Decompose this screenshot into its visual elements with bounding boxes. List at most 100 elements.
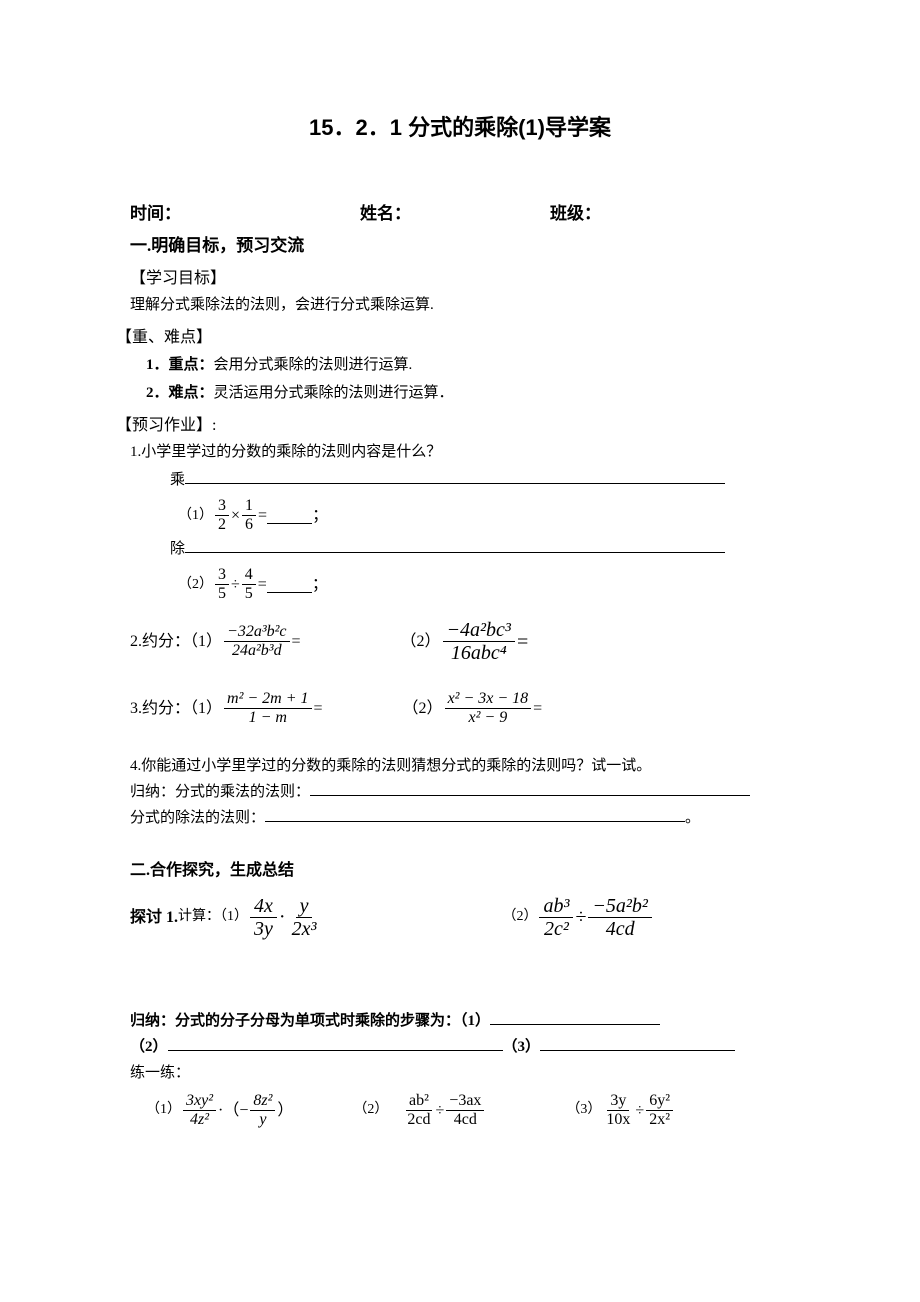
eq11-label: （1） [178,508,213,523]
num: x² − 3x − 18 [445,691,532,709]
q3-label: 3.约分：（1） [130,696,222,722]
eq: = [314,696,323,722]
q3-sub2: （2） [403,696,443,722]
den: 5 [215,585,229,602]
frac-3-2: 3 2 [215,498,229,533]
dot: · [279,901,286,933]
den: 2cd [404,1111,433,1128]
den: 3y [250,918,277,939]
div: ÷ [575,901,586,933]
fill-blank [168,1050,503,1051]
kp1-text: 会用分式乘除的法则进行运算. [214,357,413,373]
den: 2x³ [288,918,321,939]
t1-row: 探讨 1. 计算：（1） 4x 3y · y 2x³ （2） ab³ 2c² ÷… [130,896,790,939]
p1b-frac: 8z² y [250,1093,275,1128]
lp: （− [223,1098,248,1124]
p1a-frac: 3xy² 4z² [183,1093,216,1128]
q4-line3: 分式的除法的法则： 。 [130,806,790,830]
den: 5 [242,585,256,602]
num: 6y² [646,1093,673,1111]
num: 1 [242,498,256,516]
p3a-frac: 3y 10x [603,1093,633,1128]
eq: = [292,629,301,655]
fill-blank [490,1024,660,1025]
q2-label: 2.约分：（1） [130,629,222,655]
q2b-frac: −4a²bc³ 16abc⁴ [443,620,515,663]
eq-sign: = [258,507,267,525]
q4-l3-text: 分式的除法的法则： [130,810,265,826]
num: m² − 2m + 1 [224,691,312,709]
num: 3y [607,1093,629,1111]
den: 2c² [540,918,573,939]
num: ab³ [539,896,573,918]
time-label: 时间： [130,200,360,227]
num: −5a²b² [588,896,652,918]
num: −4a²bc³ [443,620,515,642]
num: 3xy² [183,1093,216,1111]
den: 6 [242,516,256,533]
den: 4z² [187,1111,212,1128]
den: 1 − m [246,709,290,726]
mul-blank [185,468,725,484]
fill-blank [265,821,685,822]
num: ab² [406,1093,432,1111]
ans-blank [267,507,312,524]
eq-1-1: （1） 3 2 × 1 6 =； [130,498,790,533]
frac-3-5: 3 5 [215,567,229,602]
den: x² − 9 [466,709,511,726]
num: 4x [250,896,277,918]
p1-label: （1） [146,1099,181,1121]
q4-l2-text: 归纳：分式的乘法的法则： [130,784,310,800]
q1-text: 1.小学里学过的分数的乘除的法则内容是什么？ [130,440,790,464]
g2a: （2） [130,1039,168,1055]
frac-1-6: 1 6 [242,498,256,533]
name-label: 姓名： [360,200,550,227]
div-row: 除 [130,537,790,561]
mul-row: 乘 [130,468,790,492]
kp2-text: 灵活运用分式乘除的法则进行运算． [214,385,454,401]
div: ÷ [635,1098,644,1124]
ans-blank [267,576,312,593]
semicolon: ； [312,576,328,594]
num: −32a³b²c [224,624,290,642]
p2b-frac: −3ax 4cd [446,1093,484,1128]
num: −3ax [446,1093,484,1111]
guide-line1: 归纳：分式的分子分母为单项式时乘除的步骤为：（1） [130,1009,790,1033]
op-mult: × [231,507,240,525]
eq: = [533,696,542,722]
keypoints-label: 【重、难点】 [116,325,790,351]
period: 。 [685,810,700,826]
g2b: （3） [503,1039,541,1055]
num: 8z² [250,1093,275,1111]
q2a-frac: −32a³b²c 24a²b³d [224,624,290,659]
prework-label: 【预习作业】: [116,413,790,439]
practice-row: （1） 3xy² 4z² · （− 8z² y ） （2） ab² 2cd ÷ … [130,1093,790,1128]
div: ÷ [436,1098,445,1124]
q4-line1: 4.你能通过小学里学过的分数的乘除的法则猜想分式的乘除的法则吗？试一试。 [130,754,790,778]
t1-sub2: （2） [502,906,537,928]
den: 10x [603,1111,633,1128]
p3-label: （3） [566,1099,601,1121]
eq-1-2: （2） 3 5 ÷ 4 5 =； [130,567,790,602]
guide-line2: （2） （3） [130,1035,790,1059]
eq12-label: （2） [178,577,213,592]
num: 4 [242,567,256,585]
q3-row: 3.约分：（1） m² − 2m + 1 1 − m = （2） x² − 3x… [130,691,790,726]
den: 2x² [646,1111,673,1128]
num: 3 [215,567,229,585]
keypoint-1: 1．重点：会用分式乘除的法则进行运算. [130,353,790,377]
class-label: 班级： [550,200,601,227]
t1-label: 探讨 1. [130,905,178,931]
div-blank [185,537,725,553]
num: 3 [215,498,229,516]
den: y [256,1111,269,1128]
q4-line2: 归纳：分式的乘法的法则： [130,780,790,804]
objective-label: 【学习目标】 [130,266,790,292]
p2a-frac: ab² 2cd [404,1093,433,1128]
op-div: ÷ [231,576,240,594]
q2-sub2: （2） [401,629,441,655]
den: 2 [215,516,229,533]
den: 16abc⁴ [447,642,511,663]
t1a1-frac: 4x 3y [250,896,277,939]
p3b-frac: 6y² 2x² [646,1093,673,1128]
